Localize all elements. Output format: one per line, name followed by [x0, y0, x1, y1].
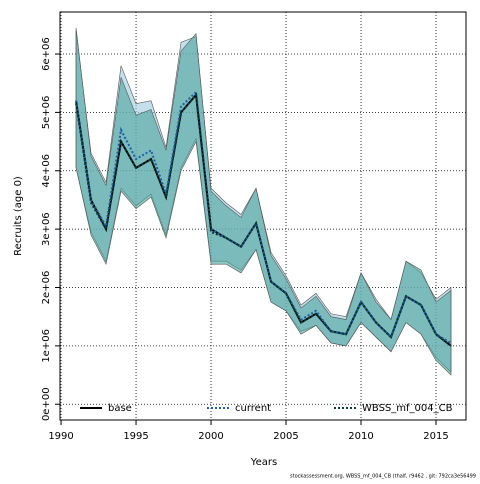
y-tick-label: 5e+06 [41, 96, 52, 130]
series-line [75, 89, 452, 344]
y-axis-label: Recruits (age 0) [13, 176, 24, 256]
x-tick-label: 1990 [48, 431, 73, 442]
legend-label: WBSS_mf_004_CB [362, 403, 453, 414]
legend-label: current [235, 403, 271, 414]
x-tick-label: 1995 [123, 431, 148, 442]
y-tick-label: 6e+06 [41, 37, 52, 71]
y-tick-label: 2e+06 [41, 271, 52, 305]
series-line [75, 92, 452, 347]
confidence-band [75, 27, 452, 376]
footnote: stockassessment.org, WBSS_mf_004_CB (tha… [290, 474, 476, 480]
plot-frame [59, 11, 467, 421]
y-tick-label: 3e+06 [41, 212, 52, 246]
x-axis-label: Years [250, 457, 277, 468]
y-tick-label: 1e+06 [41, 329, 52, 363]
x-tick-label: 2015 [423, 431, 448, 442]
x-tick-label: 2010 [348, 431, 373, 442]
y-tick-label: 4e+06 [41, 154, 52, 188]
legend-label: base [108, 403, 132, 414]
x-tick-label: 2005 [273, 431, 298, 442]
x-tick-label: 2000 [198, 431, 223, 442]
y-tick-label: 0e+00 [41, 387, 52, 421]
